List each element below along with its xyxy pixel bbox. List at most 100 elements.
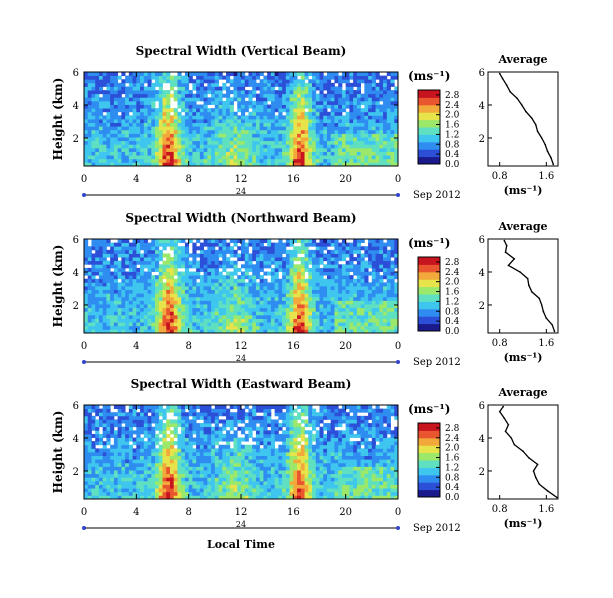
colorbar-segment	[418, 119, 440, 128]
heatmap-cell	[106, 239, 111, 244]
heatmap-cell	[132, 441, 137, 446]
heatmap-cell	[192, 286, 197, 291]
heatmap-cell	[91, 311, 96, 316]
heatmap-cell	[151, 466, 156, 471]
heatmap-cell	[173, 155, 178, 160]
heatmap-cell	[383, 147, 388, 152]
heatmap-cell	[270, 304, 276, 309]
heatmap-cell	[128, 122, 133, 127]
heatmap-cell	[166, 133, 171, 138]
heatmap-cell	[312, 267, 317, 272]
heatmap-cell	[255, 318, 261, 323]
heatmap-cell	[270, 271, 276, 276]
heatmap-cell	[162, 466, 167, 471]
heatmap-cell	[158, 437, 163, 442]
heatmap-cell	[110, 147, 115, 152]
heatmap-cell	[386, 264, 391, 269]
heatmap-cell	[263, 119, 268, 124]
heatmap-cell	[386, 307, 391, 312]
heatmap-cell	[293, 100, 298, 105]
heatmap-cell	[177, 79, 182, 84]
heatmap-cell	[136, 267, 141, 272]
heatmap-cell	[244, 119, 249, 124]
heatmap-cell	[207, 289, 212, 294]
heatmap-cell	[383, 108, 388, 113]
heatmap-cell	[84, 322, 89, 327]
heatmap-cell	[371, 137, 376, 142]
heatmap-cell	[151, 282, 156, 287]
heatmap-cell	[282, 93, 287, 98]
heatmap-cell	[293, 329, 298, 334]
heatmap-cell	[334, 119, 339, 124]
heatmap-cell	[364, 267, 369, 272]
heatmap-cell	[300, 108, 305, 113]
heatmap-cell	[297, 126, 302, 131]
heatmap-cell	[113, 318, 119, 323]
heatmap-cell	[128, 304, 133, 309]
heatmap-cell	[98, 257, 104, 262]
heatmap-cell	[128, 488, 133, 493]
heatmap-cell	[394, 311, 399, 316]
heatmap-cell	[244, 296, 249, 301]
heatmap-cell	[173, 253, 178, 258]
heatmap-cell	[241, 133, 246, 138]
heatmap-cell	[166, 286, 171, 291]
heatmap-cell	[143, 300, 148, 305]
heatmap-cell	[263, 82, 268, 87]
heatmap-cell	[390, 307, 395, 312]
heatmap-cell	[267, 144, 272, 149]
heatmap-cell	[102, 300, 107, 305]
heatmap-cell	[345, 314, 350, 319]
heatmap-cell	[229, 155, 234, 160]
heatmap-cell	[241, 242, 246, 247]
heatmap-cell	[147, 441, 152, 446]
heatmap-cell	[151, 452, 156, 457]
heatmap-cell	[102, 133, 107, 138]
heatmap-cell	[95, 304, 100, 309]
heatmap-cell	[293, 90, 298, 95]
heatmap-cell	[386, 158, 391, 163]
heatmap-cell	[84, 249, 89, 254]
heatmap-cell	[188, 151, 193, 156]
heatmap-cell	[356, 93, 362, 98]
heatmap-cell	[95, 249, 100, 254]
heatmap-cell	[282, 260, 287, 265]
heatmap-cell	[308, 97, 313, 102]
heatmap-cell	[184, 282, 190, 287]
heatmap-cell	[386, 289, 391, 294]
heatmap-cell	[177, 246, 182, 251]
heatmap-cell	[304, 264, 309, 269]
heatmap-cell	[132, 144, 137, 149]
heatmap-cell	[162, 79, 167, 84]
heatmap-cell	[255, 115, 261, 120]
heatmap-cell	[110, 426, 115, 431]
heatmap-cell	[98, 311, 104, 316]
heatmap-cell	[98, 325, 104, 330]
heatmap-cell	[248, 300, 253, 305]
heatmap-cell	[386, 129, 391, 134]
heatmap-cell	[199, 325, 205, 330]
heatmap-cell	[375, 97, 380, 102]
heatmap-cell	[312, 311, 317, 316]
heatmap-cell	[356, 275, 362, 280]
heatmap-cell	[330, 100, 335, 105]
heatmap-cell	[177, 155, 182, 160]
heatmap-cell	[199, 155, 205, 160]
heatmap-cell	[214, 293, 219, 298]
y-tick-label: 2	[73, 134, 79, 145]
heatmap-cell	[169, 275, 175, 280]
heatmap-cell	[375, 104, 380, 109]
heatmap-cell	[166, 408, 171, 413]
heatmap-cell	[125, 318, 130, 323]
heatmap-cell	[319, 318, 324, 323]
heatmap-cell	[270, 253, 276, 258]
heatmap-cell	[98, 246, 104, 251]
heatmap-cell	[304, 119, 309, 124]
heatmap-cell	[222, 311, 227, 316]
heatmap-cell	[147, 246, 152, 251]
heatmap-cell	[169, 495, 175, 500]
heatmap-cell	[349, 97, 354, 102]
heatmap-cell	[113, 115, 119, 120]
heatmap-cell	[267, 115, 272, 120]
heatmap-cell	[162, 111, 167, 116]
